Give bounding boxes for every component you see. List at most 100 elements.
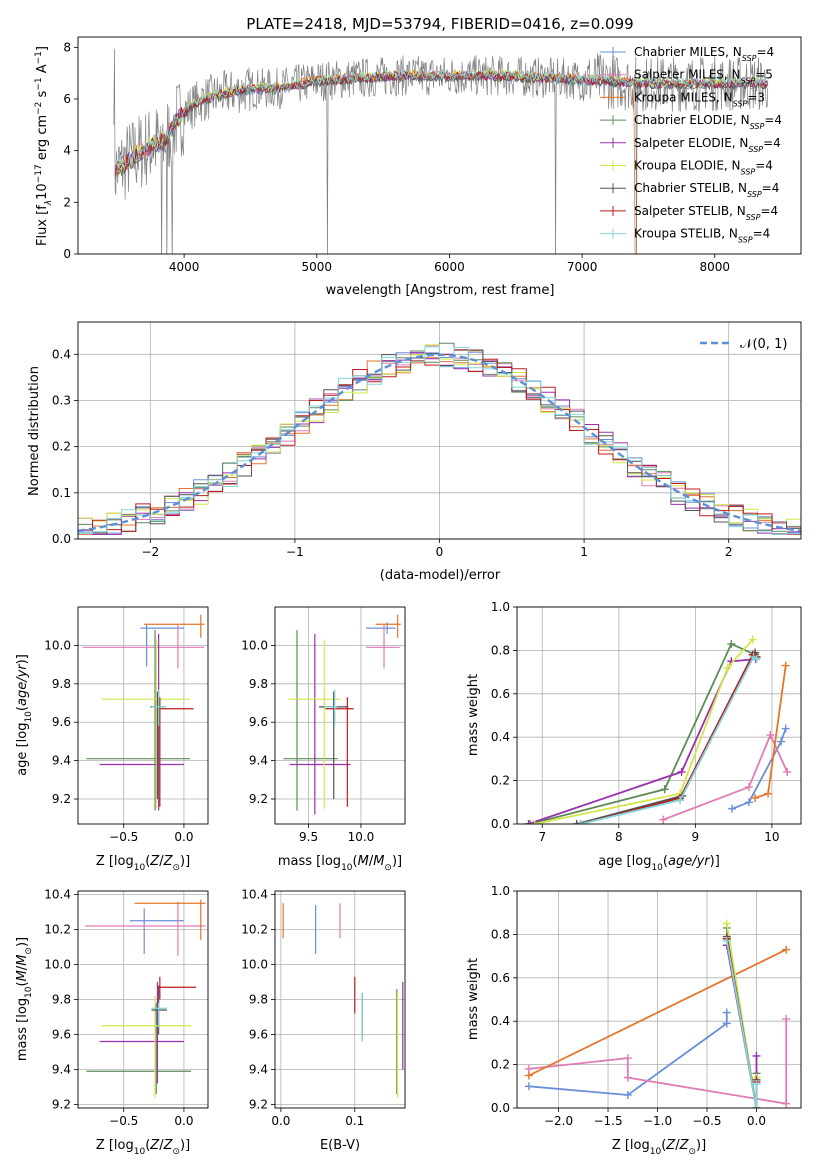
label-part: (0, 1) [752, 337, 787, 352]
y-tick-label: 9.6 [249, 715, 268, 729]
weight-point-marker [764, 789, 773, 798]
x-tick-label: −0.5 [109, 1114, 138, 1128]
y-tick-label: 10.2 [241, 923, 268, 937]
weight-point-marker [524, 820, 533, 824]
weight-point-marker [744, 783, 753, 792]
model-spectrum-line [114, 68, 769, 175]
weight-point-marker [744, 798, 753, 807]
x-tick-label: −2 [141, 545, 159, 559]
legend-entry: Chabrier ELODIE, NSSP=4 [634, 113, 782, 131]
label-part: / [159, 1138, 164, 1153]
y-tick-label: 10.0 [44, 958, 71, 972]
weight-point-marker [752, 1051, 761, 1060]
label-part: ( [663, 854, 668, 869]
axes-frame [274, 606, 406, 825]
weight-point-marker [524, 1071, 533, 1080]
label-part: M [373, 854, 384, 869]
label-part: 10 [24, 711, 34, 723]
x-tick-label: 0.0 [174, 830, 193, 844]
label-part: Chabrier STELIB, N [634, 181, 747, 195]
axes-frame [77, 890, 209, 1109]
weight-series-line [528, 1012, 728, 1096]
x-axis-label: wavelength [Angstrom, rest frame] [326, 283, 555, 298]
weight-point-marker [530, 820, 539, 824]
weight-point-marker [722, 919, 731, 928]
y-tick-label: 9.2 [52, 792, 71, 806]
x-tick-label: 0.1 [345, 1114, 364, 1128]
plot-area [113, 48, 769, 254]
x-tick-label: 0.0 [271, 1114, 290, 1128]
weight-point-marker [660, 785, 669, 794]
label-part: )] [392, 854, 402, 869]
x-tick-label: 0.0 [747, 1114, 766, 1128]
label-part: SSP [738, 235, 753, 244]
plot-area [282, 903, 404, 1098]
y-tick-label: 0.0 [491, 1101, 510, 1115]
y-axis-label: Normed distribution [27, 366, 42, 496]
x-tick-label: 9 [692, 830, 700, 844]
x-tick-label: 7 [538, 830, 546, 844]
label-part: SSP [742, 54, 757, 63]
weight-point-marker [748, 635, 757, 644]
label-part: Salpeter ELODIE, N [634, 136, 748, 150]
x-tick-label: 6000 [434, 260, 465, 274]
weight-point-marker [676, 796, 685, 805]
label-part: ( [353, 854, 358, 869]
y-tick-label: 0.0 [52, 532, 71, 546]
label-part: s [35, 90, 50, 101]
x-tick-label: −1.5 [593, 1114, 622, 1128]
label-part: 10 [24, 986, 34, 998]
legend-entry: Chabrier STELIB, NSSP=4 [634, 181, 779, 199]
weight-point-marker [782, 1099, 791, 1108]
label-part: )] [696, 1138, 706, 1153]
label-part: =4 [755, 159, 773, 173]
y-tick-label: 0.2 [52, 440, 71, 454]
plot-area [78, 342, 801, 535]
label-part: 10 [134, 1147, 146, 1157]
weight-series-line [725, 940, 758, 1108]
legend-entry: Kroupa STELIB, NSSP=4 [634, 227, 770, 245]
panel-residuals: −2 −1 0 1 2 0.0 0.1 0.2 0.3 0.4 (data-model)/error… [27, 321, 802, 583]
label-part: Salpeter MILES, N [634, 68, 741, 82]
weight-point-marker [623, 1054, 632, 1063]
y-axis-label: Flux [fλ10−17 erg cm−2 s−1 A−1] [34, 46, 54, 246]
y-tick-label: 0.4 [491, 1014, 510, 1028]
legend-entry: Kroupa MILES, NSSP=3 [634, 90, 765, 108]
x-axis-label: Z [log10(Z/Z⊙)] [612, 1138, 706, 1157]
x-tick-label: 9.5 [299, 830, 318, 844]
label-part: =4 [764, 113, 782, 127]
y-tick-label: 9.6 [249, 1028, 268, 1042]
label-part: ⊙ [24, 947, 34, 955]
label-part: erg cm [35, 115, 50, 164]
grid [275, 891, 405, 1108]
label-part: age [log [598, 854, 651, 869]
y-tick-label: 9.8 [52, 993, 71, 1007]
y-tick-label: 0.8 [491, 643, 510, 657]
weight-point-marker [751, 793, 760, 802]
label-part: Flux [f [35, 205, 50, 246]
y-tick-label: 9.4 [249, 754, 268, 768]
y-tick-label: 10.0 [44, 638, 71, 652]
weight-point-marker [722, 936, 731, 945]
panel-mass_weight_vs_Z: −2.0 −1.5 −1.0 −0.5 0.0 0.0 0.2 0.4 0.6 0.8 1.0 Z [… [466, 884, 802, 1157]
y-tick-label: 9.8 [249, 677, 268, 691]
weight-point-marker [781, 724, 790, 733]
panel-age_vs_Z: −0.5 0.09.29.49.69.810.0Z [log10(Z/Z⊙)]ag… [15, 606, 209, 873]
label-part: Z [163, 1138, 174, 1153]
legend-entry: Salpeter STELIB, NSSP=4 [634, 204, 778, 222]
weight-point-marker [782, 945, 791, 954]
label-part: / [15, 965, 30, 970]
weight-point-marker [728, 804, 737, 813]
y-axis-label: age [log10(age/yr)] [15, 654, 34, 776]
y-tick-label: 1.0 [491, 884, 510, 898]
x-tick-label: 10 [764, 830, 779, 844]
weight-point-marker [677, 767, 686, 776]
legend-entry: Chabrier MILES, NSSP=4 [634, 45, 774, 63]
axes-frame [274, 890, 406, 1109]
weight-point-marker [572, 820, 581, 824]
weight-point-marker [752, 1080, 761, 1089]
weight-point-marker [723, 663, 732, 672]
x-tick-label: 4000 [169, 260, 200, 274]
